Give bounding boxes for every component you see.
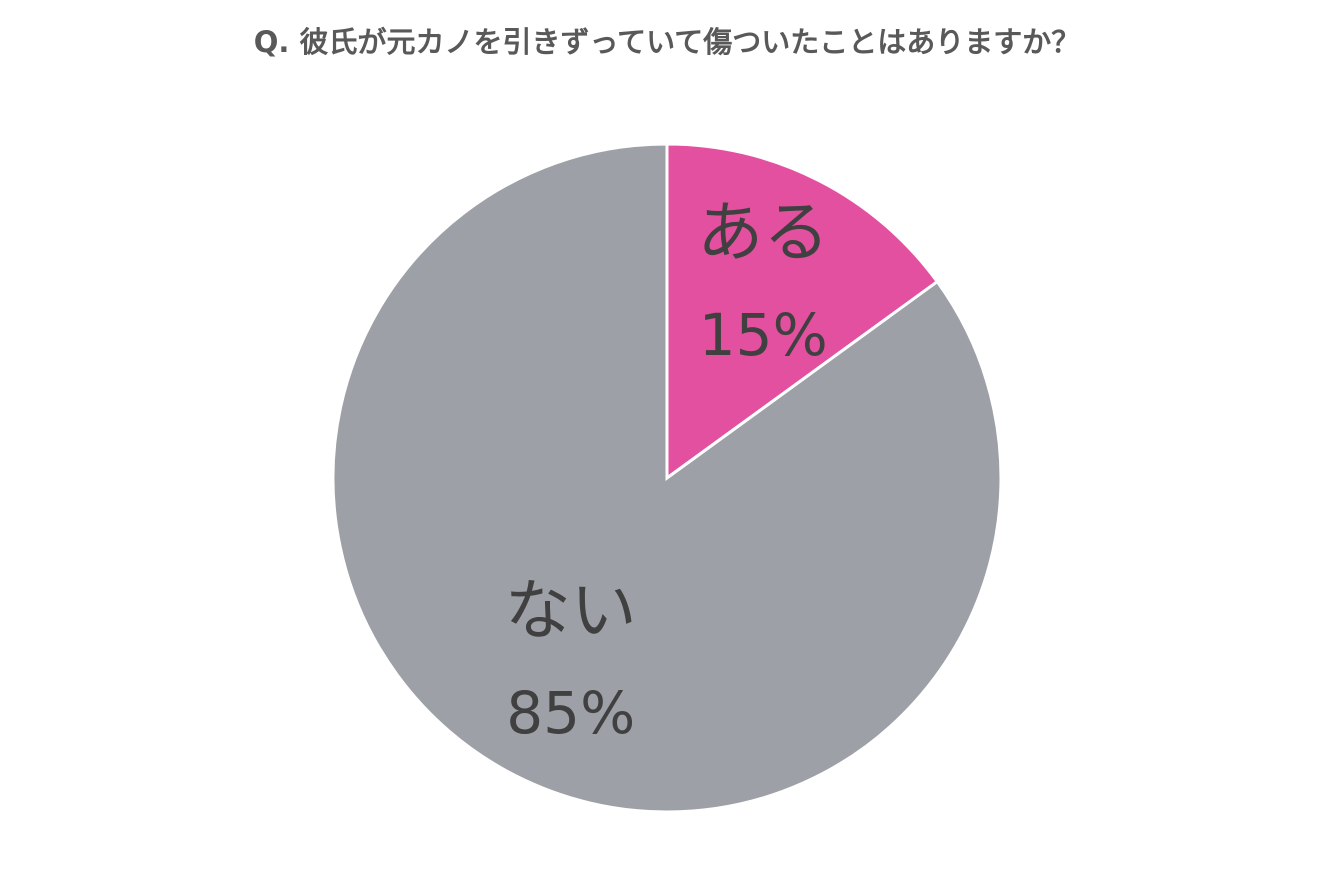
pie-slice: [665, 142, 940, 481]
slice-label: ない: [505, 572, 637, 649]
pie-slice: [331, 142, 1003, 814]
slice-label: ある: [697, 194, 829, 271]
value-label: 85%: [506, 679, 635, 747]
chart-title: Q. 彼氏が元カノを引きずっていて傷ついたことはありますか？: [254, 25, 1080, 59]
value-label: 15%: [699, 301, 828, 369]
